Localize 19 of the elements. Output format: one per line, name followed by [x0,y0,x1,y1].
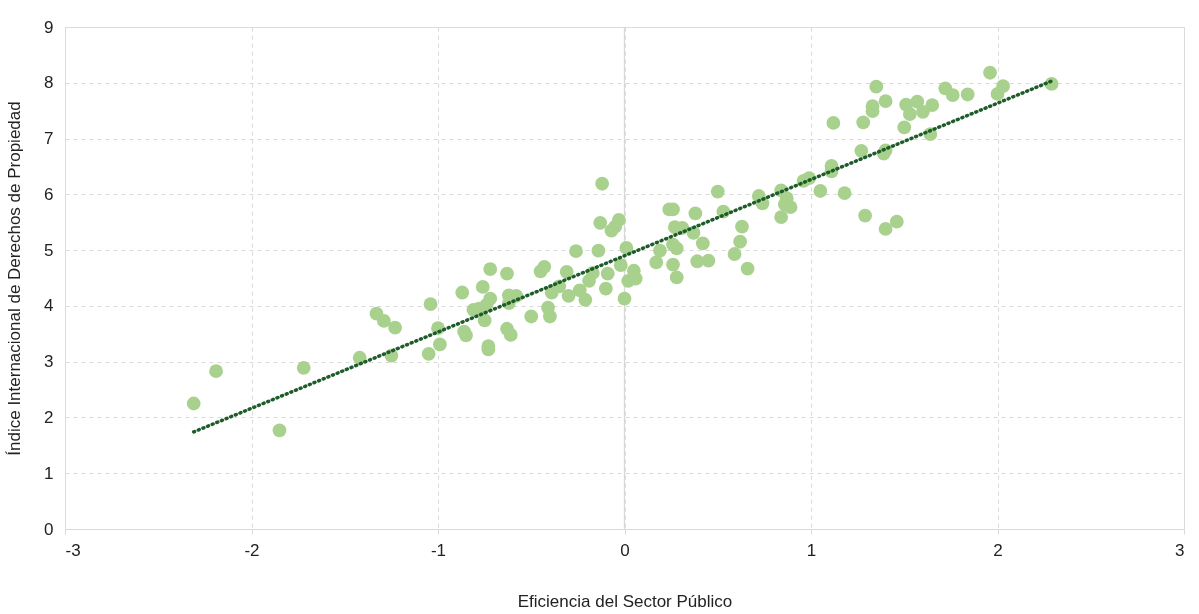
x-tick-label: 3 [1175,540,1185,560]
x-axis-title: Eficiencia del Sector Público [517,591,733,611]
x-tick-label: 2 [993,540,1003,560]
y-tick-label: 5 [44,240,54,260]
x-tick-label: 1 [806,540,817,560]
y-tick-label: 8 [44,73,54,93]
x-tick-label: 0 [620,540,630,560]
x-tick-label: -3 [65,540,81,560]
y-tick-label: 3 [44,352,54,372]
x-tick-label: -2 [244,540,260,560]
x-tick-label: -1 [430,540,447,560]
y-tick-label: 1 [44,463,54,483]
y-axis-title: Índice Internacional de Derechos de Propiedad [5,101,25,456]
y-tick-label: 2 [44,407,54,427]
y-tick-label: 7 [44,129,54,149]
y-tick-label: 0 [44,519,54,539]
y-tick-label: 6 [44,184,54,204]
y-tick-label: 4 [44,296,54,316]
y-tick-label: 9 [44,17,54,37]
